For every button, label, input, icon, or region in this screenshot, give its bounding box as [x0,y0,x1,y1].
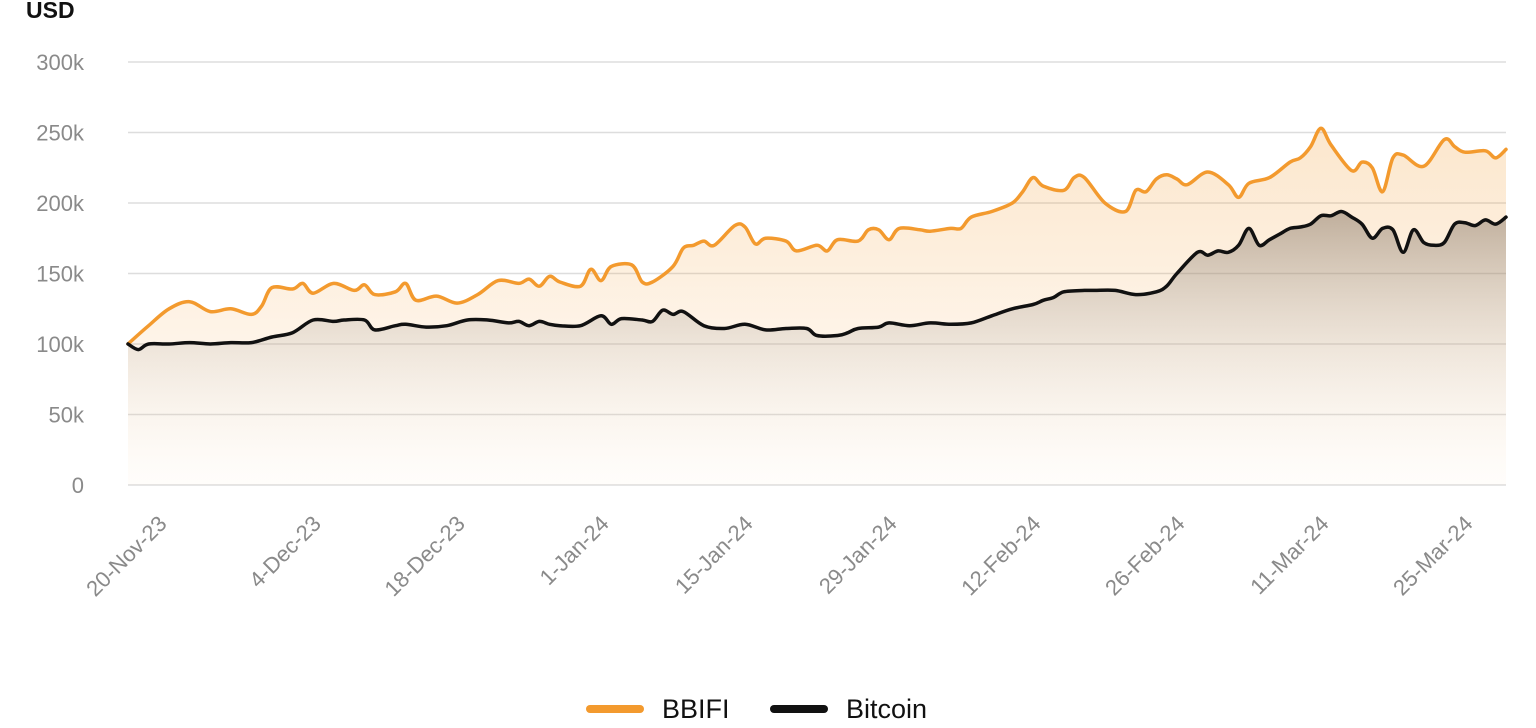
y-tick-label: 100k [36,332,85,357]
y-tick-label: 300k [36,50,85,75]
x-tick-label: 29-Jan-24 [814,511,902,599]
area-fills [128,128,1506,486]
y-axis-unit-label: USD [26,0,75,23]
x-tick-label: 25-Mar-24 [1388,511,1477,600]
series-line-bbifi [126,126,1508,346]
legend-item-bitcoin: Bitcoin [770,690,927,728]
legend-label-bbifi: BBIFI [662,693,730,724]
y-tick-label: 200k [36,191,85,216]
series-line-bitcoin [126,209,1508,352]
x-tick-label: 11-Mar-24 [1245,511,1333,599]
x-tick-label: 18-Dec-23 [379,511,469,601]
y-tick-labels: 0 50k 100k 150k 200k 250k 300k [36,50,85,498]
legend-swatch-bbifi [586,705,644,713]
x-tick-label: 12-Feb-24 [956,511,1045,600]
y-tick-label: 150k [36,262,85,287]
x-tick-label: 20-Nov-23 [81,511,171,601]
area-bitcoin [128,211,1506,486]
y-tick-label: 250k [36,121,85,146]
x-tick-label: 26-Feb-24 [1100,511,1189,600]
x-tick-label: 4-Dec-23 [244,511,326,593]
y-tick-label: 50k [49,403,85,428]
series-lines [126,126,1508,352]
legend-item-bbifi: BBIFI [586,690,730,728]
x-tick-label: 1-Jan-24 [535,511,614,590]
legend-label-bitcoin: Bitcoin [846,693,928,724]
x-tick-labels: 20-Nov-23 4-Dec-23 18-Dec-23 1-Jan-24 15-Jan… [81,511,1477,601]
y-tick-label: 0 [72,473,84,498]
x-tick-label: 15-Jan-24 [670,511,758,599]
legend-swatch-bitcoin [770,705,828,713]
line-chart: 0 50k 100k 150k 200k 250k 300k 20-Nov-23 4-Dec-… [36,50,1508,601]
legend: BBIFI Bitcoin [0,690,1536,728]
